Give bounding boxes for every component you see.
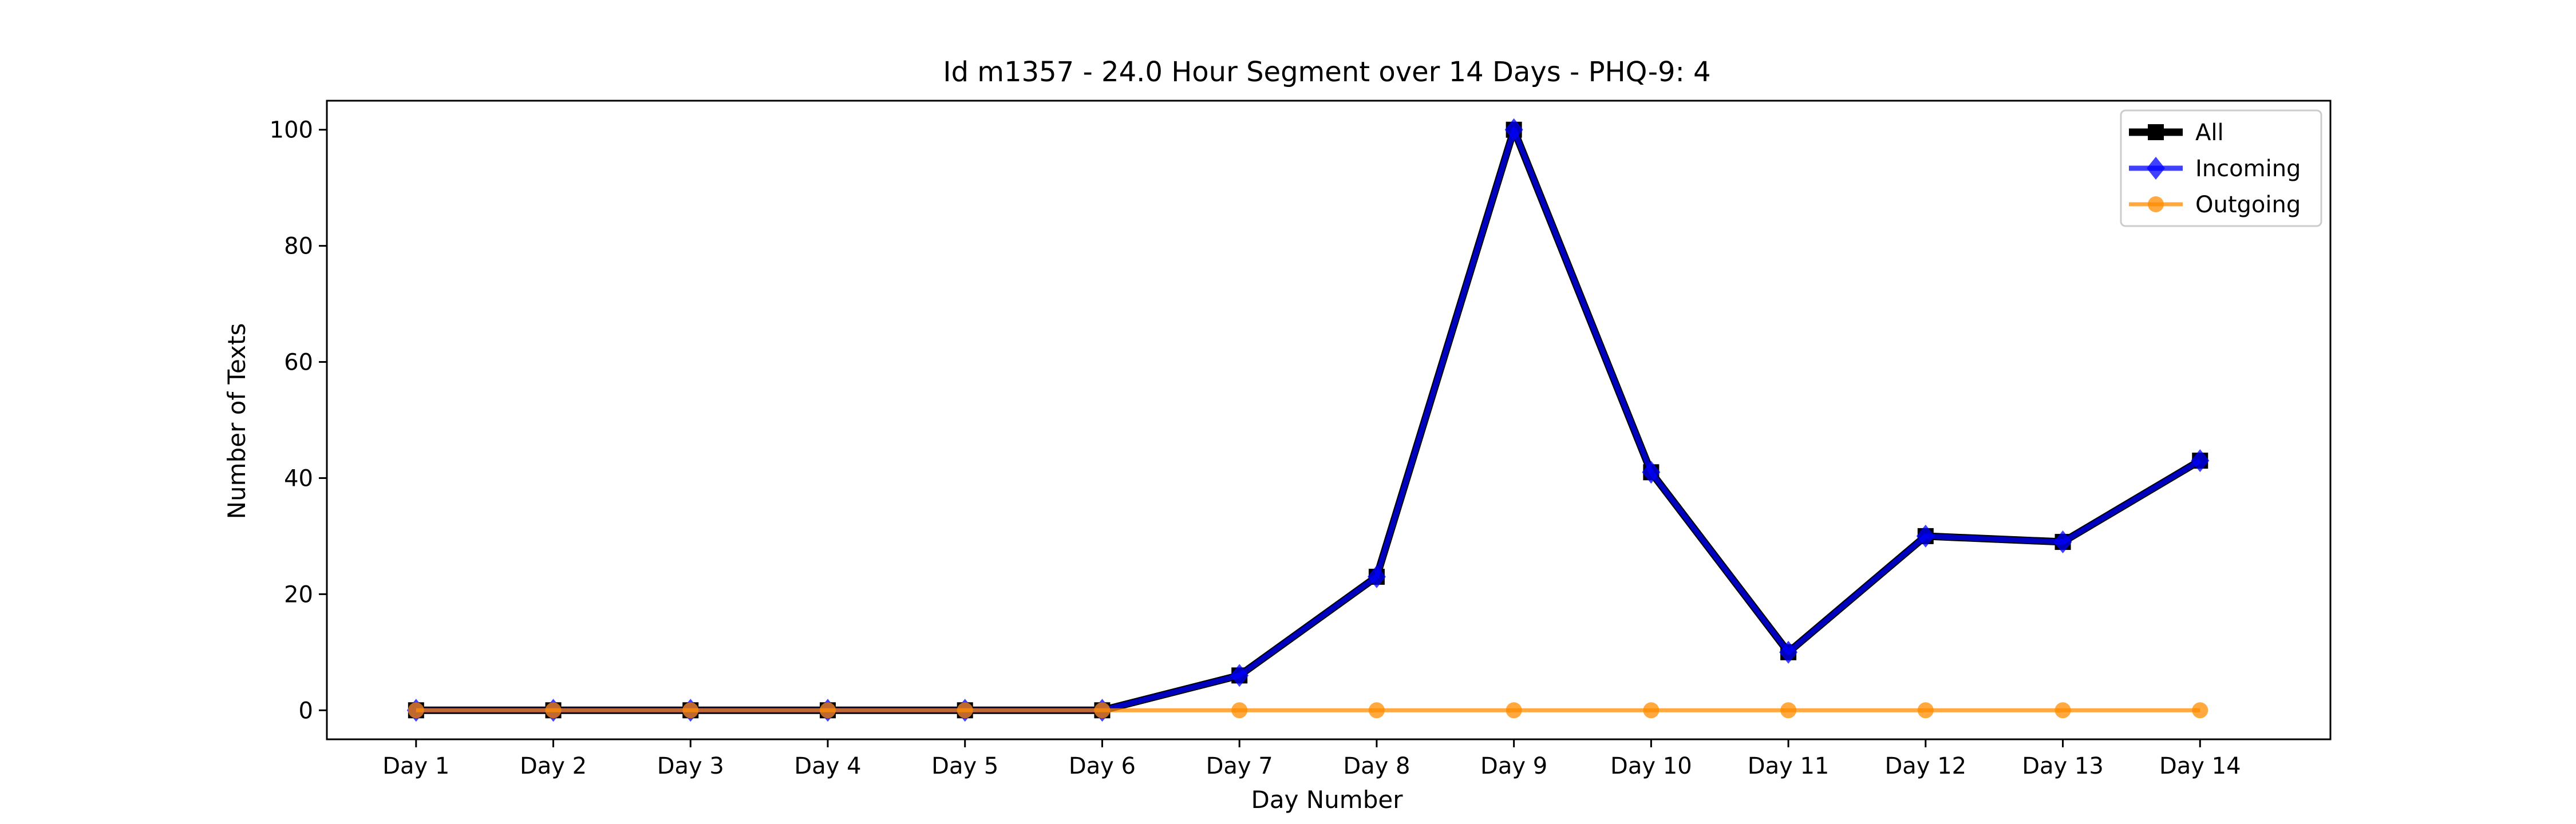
x-tick-label: Day 8 bbox=[1343, 753, 1410, 779]
axes-frame bbox=[326, 100, 2332, 740]
x-tick-label: Day 10 bbox=[1610, 753, 1692, 779]
data-point-outgoing bbox=[408, 702, 424, 719]
x-tick-label: Day 2 bbox=[520, 753, 587, 779]
series-markers-outgoing bbox=[408, 702, 2208, 719]
x-tick-label: Day 11 bbox=[1748, 753, 1830, 779]
y-axis-label: Number of Texts bbox=[223, 323, 251, 520]
legend-marker-outgoing bbox=[2148, 196, 2164, 212]
legend: All Incoming Outgoing bbox=[2120, 109, 2322, 227]
data-point-outgoing bbox=[1917, 702, 1934, 719]
data-point-incoming bbox=[1916, 524, 1935, 548]
y-tick-label: 40 bbox=[284, 465, 313, 492]
data-point-incoming bbox=[1230, 664, 1249, 687]
y-tick-label: 100 bbox=[270, 117, 313, 144]
data-point-outgoing bbox=[1094, 702, 1111, 719]
y-tick-label: 60 bbox=[284, 350, 313, 376]
x-tick-label: Day 5 bbox=[931, 753, 998, 779]
x-tick-label: Day 1 bbox=[382, 753, 449, 779]
data-point-incoming bbox=[1367, 565, 1386, 588]
x-axis-label: Day Number bbox=[1251, 786, 1403, 814]
x-tick-label: Day 12 bbox=[1885, 753, 1967, 779]
legend-marker-incoming bbox=[2147, 157, 2165, 180]
chart-title: Id m1357 - 24.0 Hour Segment over 14 Day… bbox=[943, 56, 1710, 88]
x-tick-label: Day 14 bbox=[2159, 753, 2241, 779]
data-point-outgoing bbox=[2055, 702, 2071, 719]
plot-area: 0 20 40 60 80 100 Day 1 Day 2 Day 3 Day 4 Day 5 Day… bbox=[270, 100, 2332, 779]
data-point-outgoing bbox=[545, 702, 562, 719]
data-point-incoming bbox=[2191, 449, 2210, 473]
data-point-incoming bbox=[2053, 530, 2072, 554]
legend-label-all: All bbox=[2195, 120, 2224, 146]
data-point-outgoing bbox=[1506, 702, 1522, 719]
x-tick-label: Day 13 bbox=[2022, 753, 2104, 779]
x-tick-label: Day 7 bbox=[1206, 753, 1273, 779]
legend-label-incoming: Incoming bbox=[2195, 156, 2301, 182]
legend-box bbox=[2120, 109, 2322, 227]
data-point-outgoing bbox=[2192, 702, 2208, 719]
data-point-outgoing bbox=[1780, 702, 1797, 719]
y-tick-label: 0 bbox=[299, 698, 313, 724]
x-tick-label: Day 9 bbox=[1480, 753, 1547, 779]
data-point-outgoing bbox=[1368, 702, 1385, 719]
x-tick-label: Day 4 bbox=[794, 753, 861, 779]
data-point-incoming bbox=[1504, 118, 1523, 141]
y-tick-label: 80 bbox=[284, 233, 313, 260]
data-point-incoming bbox=[1642, 461, 1661, 484]
legend-label-outgoing: Outgoing bbox=[2195, 192, 2301, 218]
x-tick-label: Day 6 bbox=[1069, 753, 1136, 779]
data-point-incoming bbox=[1779, 640, 1798, 664]
data-point-outgoing bbox=[820, 702, 836, 719]
data-point-outgoing bbox=[1231, 702, 1248, 719]
legend-marker-all bbox=[2148, 124, 2164, 140]
x-tick-label: Day 3 bbox=[657, 753, 724, 779]
data-point-outgoing bbox=[682, 702, 699, 719]
y-tick-label: 20 bbox=[284, 581, 313, 608]
data-point-outgoing bbox=[957, 702, 973, 719]
data-point-outgoing bbox=[1643, 702, 1660, 719]
